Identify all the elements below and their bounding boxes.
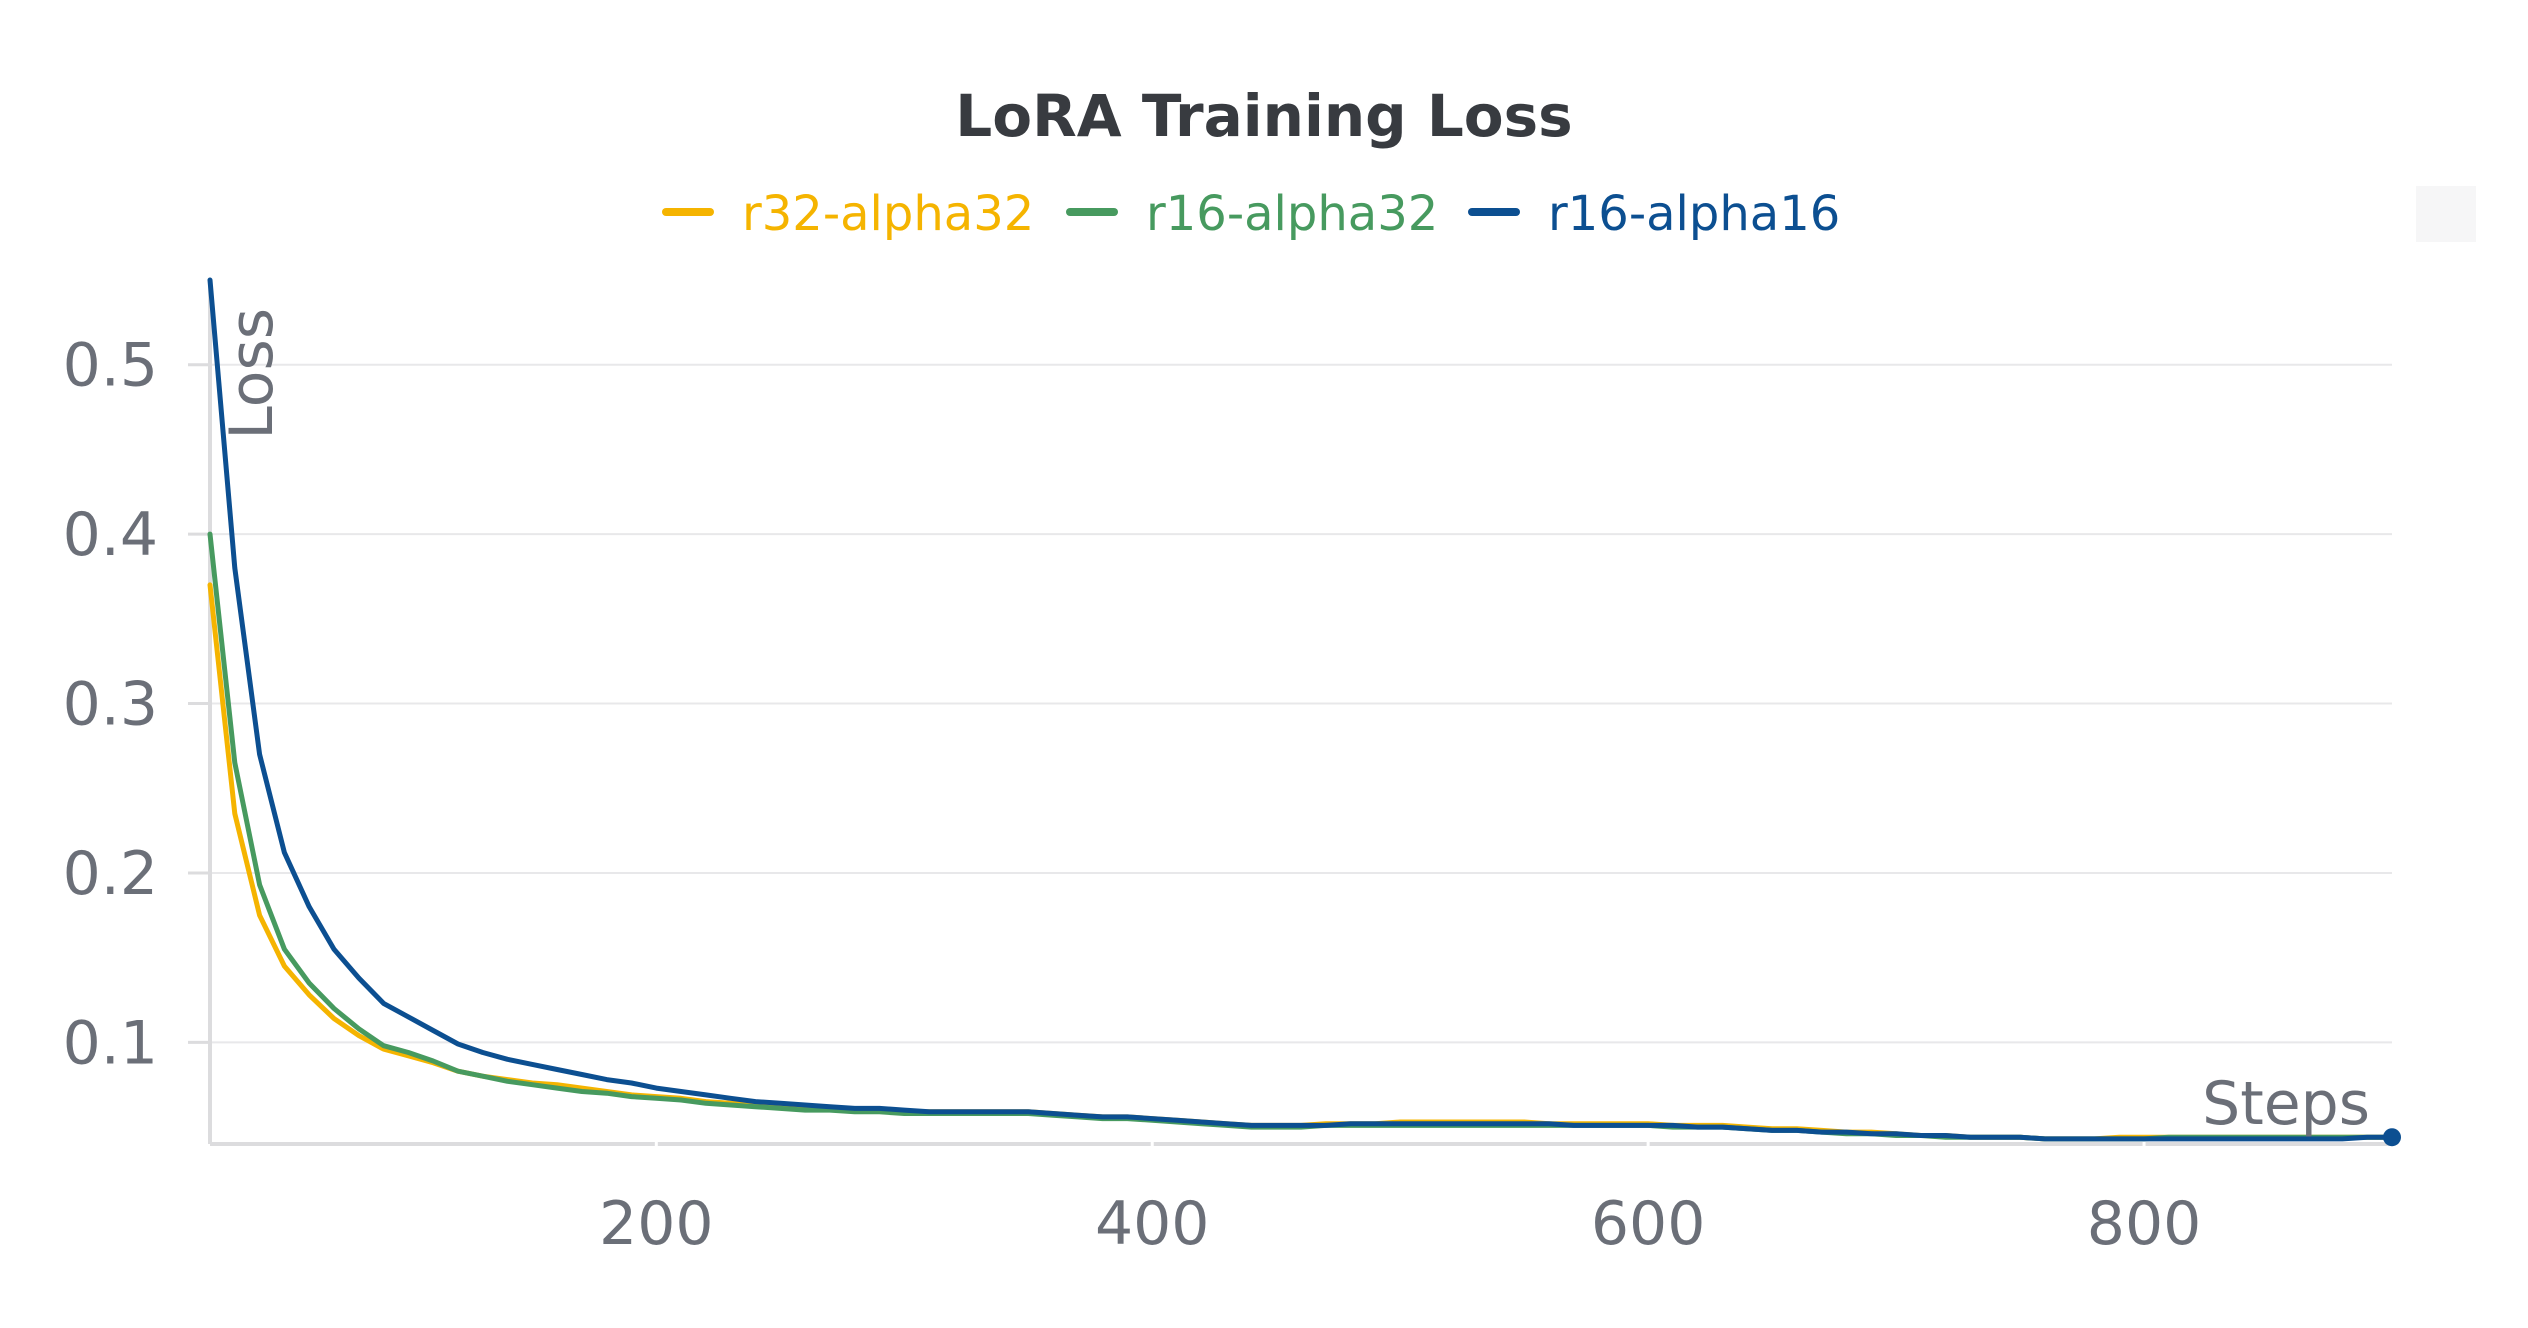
y-tick-label: 0.2 [63,839,158,909]
x-tick-label: 600 [1591,1189,1706,1259]
y-tick-label: 0.1 [63,1008,158,1078]
series-line-r32-alpha32 [207,582,2395,1142]
x-tick-label: 400 [1095,1189,1210,1259]
legend-item[interactable]: r16-alpha32 [1146,186,1438,242]
legend-item[interactable]: r16-alpha16 [1548,186,1840,242]
legend[interactable]: r32-alpha32 r16-alpha32 r16-alpha16 [662,186,1840,242]
series-endpoint-marker [2383,1128,2401,1147]
y-tick-label: 0.4 [63,500,158,570]
y-axis-label: Loss [217,308,287,440]
y-tick-label: 0.3 [63,670,158,740]
chart-title: LoRA Training Loss [955,82,1572,150]
chart-menu-button[interactable] [2416,186,2476,242]
series-line-r16-alpha32 [207,531,2395,1142]
y-tick-label: 0.5 [63,331,158,401]
x-tick-label: 200 [599,1189,714,1259]
gridlines [210,363,2392,1044]
series-lines [207,277,2401,1147]
series-line-r16-alpha16 [207,277,2395,1142]
axes [208,280,2392,1146]
y-axis-ticks: 0.1 0.2 0.3 0.4 0.5 [63,331,210,1078]
legend-item[interactable]: r32-alpha32 [742,186,1034,242]
x-axis-label: Steps [2202,1069,2370,1139]
x-axis-ticks: 200 400 600 800 [599,1128,2201,1259]
x-tick-label: 800 [2087,1189,2202,1259]
